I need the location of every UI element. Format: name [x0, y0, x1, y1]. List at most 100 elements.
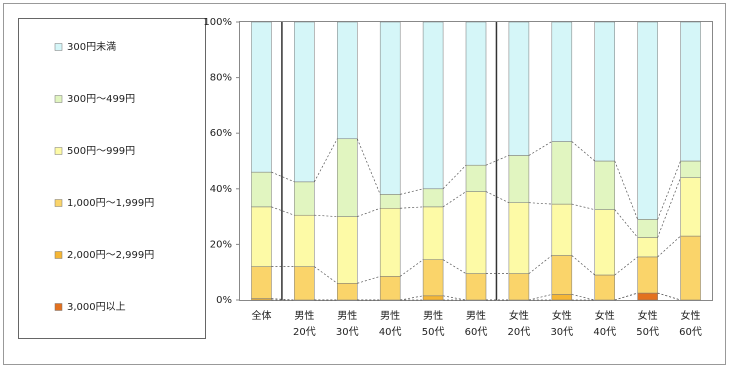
- bar-segment: [551, 21, 573, 142]
- legend-label: 3,000円以上: [67, 301, 126, 313]
- bar-segment: [294, 181, 315, 216]
- bar-segment: [251, 171, 272, 208]
- x-tick-label: 30代: [336, 326, 359, 338]
- connector-line: [657, 177, 681, 238]
- x-tick-label: 女性: [552, 309, 572, 322]
- x-tick-label: 男性: [423, 309, 443, 322]
- bar-segment: [337, 216, 358, 284]
- bar-segment: [422, 259, 444, 297]
- bar-segment: [379, 194, 401, 209]
- x-tick-label: 男性: [337, 309, 357, 322]
- bar-segment: [379, 208, 401, 277]
- x-tick-label: 男性: [380, 309, 400, 322]
- bar-segment: [637, 256, 658, 294]
- bar-segment: [251, 21, 272, 173]
- bar-segment: [680, 160, 701, 178]
- connector-line: [571, 255, 595, 276]
- bar-segment: [508, 202, 530, 274]
- y-tick-label: 100%: [203, 17, 232, 28]
- x-tick-label: 40代: [379, 326, 402, 338]
- x-tick-label: 20代: [508, 326, 531, 338]
- x-tick-label: 40代: [593, 326, 616, 338]
- bar-segment: [594, 160, 615, 210]
- bar-segment: [465, 191, 487, 274]
- bar-segment: [379, 21, 401, 195]
- legend-label: 2,000円～2,999円: [67, 250, 154, 261]
- x-tick-label: 60代: [679, 326, 702, 338]
- bar-segment: [680, 177, 701, 237]
- x-tick-label: 20代: [293, 326, 316, 338]
- connector-line: [528, 255, 553, 274]
- bar-segment: [465, 164, 487, 192]
- bar-segment: [422, 295, 444, 301]
- bar-segment: [551, 141, 573, 205]
- bar-segment: [637, 219, 658, 238]
- bar-segment: [508, 273, 530, 301]
- bar-segment: [551, 203, 573, 256]
- bar-segment: [551, 255, 573, 295]
- bar-segment: [294, 266, 315, 301]
- y-tick-label: 60%: [210, 128, 232, 139]
- bar-segment: [294, 214, 315, 267]
- connector-line: [442, 259, 467, 274]
- legend-swatch: [54, 43, 63, 51]
- x-tick-label: 50代: [636, 326, 659, 338]
- x-tick-label: 全体: [251, 309, 271, 322]
- x-tick-label: 男性: [466, 309, 486, 322]
- bar-segment: [594, 274, 615, 301]
- bar-segment: [551, 294, 573, 301]
- connector-line: [528, 141, 552, 156]
- x-tick-label: 女性: [595, 309, 615, 322]
- connector-line: [314, 266, 338, 284]
- y-tick-label: 80%: [210, 73, 232, 84]
- x-tick-label: 女性: [638, 309, 658, 322]
- x-tick-label: 50代: [422, 326, 445, 338]
- legend-label: 1,000円～1,999円: [67, 198, 154, 209]
- bar-segment: [637, 21, 658, 220]
- bar-segment: [637, 292, 658, 301]
- bar-segment: [465, 21, 487, 166]
- legend-swatch: [54, 251, 63, 259]
- connector-line: [657, 160, 681, 220]
- bar-segment: [251, 266, 272, 299]
- bar-segment: [508, 155, 530, 203]
- connector-line: [442, 191, 467, 208]
- bar-segment: [422, 206, 444, 260]
- connector-line: [657, 235, 681, 258]
- connector-line: [442, 164, 467, 190]
- connector-line: [571, 141, 595, 162]
- connector-line: [614, 256, 638, 276]
- legend-swatch: [54, 199, 63, 207]
- bar-segment: [508, 21, 530, 156]
- x-tick-label: 女性: [681, 309, 701, 322]
- bar-segment: [337, 283, 358, 301]
- x-tick-label: 30代: [550, 326, 573, 338]
- legend-swatch: [54, 95, 63, 103]
- bar-segment: [637, 237, 658, 258]
- y-tick-label: 0%: [216, 295, 232, 306]
- connector-line: [271, 171, 295, 183]
- connector-line: [357, 207, 381, 217]
- bar-segment: [594, 209, 615, 276]
- bar-segment: [251, 206, 272, 267]
- bar-segment: [465, 273, 487, 301]
- x-tick-label: 女性: [509, 309, 529, 322]
- legend-label: 500円～999円: [67, 146, 135, 157]
- bar-segment: [422, 188, 444, 208]
- bar-segment: [337, 21, 358, 140]
- bar-segment: [337, 138, 358, 217]
- legend-label: 300円未満: [67, 41, 116, 53]
- connector-line: [271, 206, 295, 216]
- connector-line: [314, 138, 338, 183]
- bar-segment: [422, 21, 444, 190]
- y-tick-label: 20%: [210, 239, 232, 250]
- bar-segment: [680, 21, 701, 162]
- x-tick-label: 男性: [294, 309, 314, 322]
- legend-swatch: [54, 147, 63, 155]
- connector-line: [485, 155, 510, 166]
- connector-line: [399, 259, 424, 277]
- legend-box: [18, 18, 206, 339]
- legend-label: 300円～499円: [67, 94, 135, 105]
- x-tick-label: 60代: [465, 326, 488, 338]
